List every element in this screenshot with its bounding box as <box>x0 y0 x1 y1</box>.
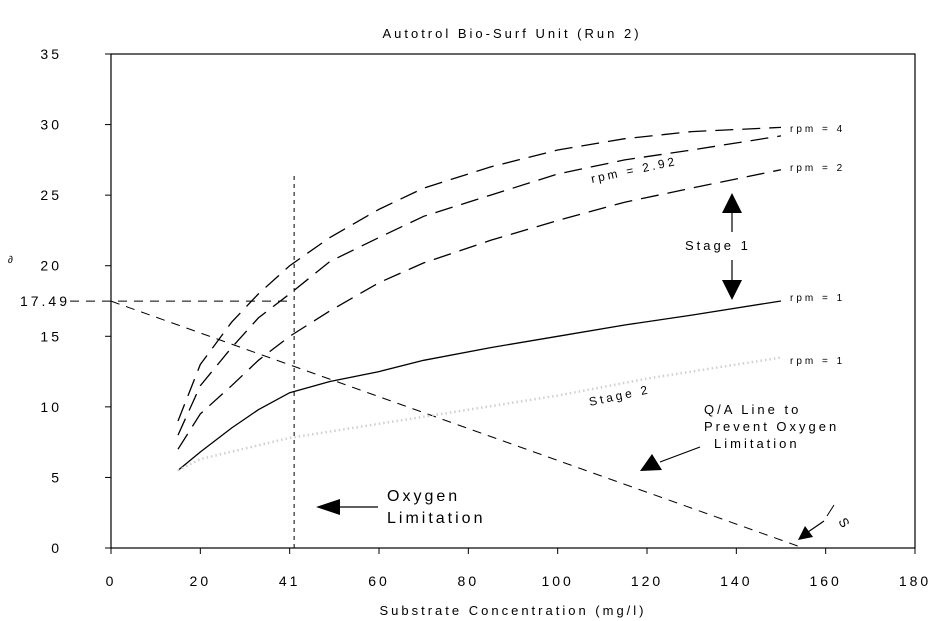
label-limitation: Limitation <box>387 510 485 527</box>
y-tick-label: 35 <box>40 46 62 62</box>
series-line-4 <box>177 356 782 472</box>
y-tick-label: 20 <box>40 258 62 274</box>
reference-line-qa-line <box>110 300 804 549</box>
y-tick-label: 5 <box>51 469 62 485</box>
series-line-0 <box>177 126 782 422</box>
label-qa-line-3: Limitation <box>714 436 800 451</box>
y-extra-tick-label: 17.49 <box>20 293 70 309</box>
reference-lines <box>70 173 804 549</box>
x-tick-label: 60 <box>368 573 390 589</box>
x-ticks: 0 20 41 60 80 100 120 140 160 180 <box>106 548 931 589</box>
s-arrow-shaft <box>807 520 825 533</box>
x-tick-label: 120 <box>631 573 663 589</box>
y-tick-label: 15 <box>40 328 62 344</box>
label-rpm-1-dotted: rpm = 1 <box>790 356 845 367</box>
x-tick-label: 80 <box>458 573 480 589</box>
series-line-1 <box>177 135 782 436</box>
label-qa-line-2: Prevent Oxygen <box>704 419 839 434</box>
x-tick-label: 100 <box>541 573 573 589</box>
series-line-2 <box>177 169 782 450</box>
y-tick-label: 30 <box>40 117 62 133</box>
label-oxygen: Oxygen <box>387 488 460 505</box>
x-tick-label: 140 <box>720 573 752 589</box>
chart-title: Autotrol Bio-Surf Unit (Run 2) <box>382 26 641 41</box>
y-axis-glyph: ∂ <box>8 255 16 266</box>
y-tick-label: 0 <box>51 540 62 556</box>
label-qa-line-1: Q/A Line to <box>704 402 801 417</box>
label-rpm-1-solid: rpm = 1 <box>790 293 845 304</box>
oxygen-arrow-icon <box>316 499 340 515</box>
label-s: S <box>835 515 854 533</box>
s-tick-mark <box>826 504 835 517</box>
qa-arrow-shaft <box>659 446 701 463</box>
y-ticks: 0 5 10 15 20 25 30 35 17.49 <box>20 46 111 556</box>
qa-arrow-icon <box>640 454 662 471</box>
label-rpm-4: rpm = 4 <box>790 124 845 135</box>
x-tick-label: 41 <box>279 573 301 589</box>
label-stage-1: Stage 1 <box>685 238 751 253</box>
x-tick-label: 180 <box>899 573 931 589</box>
stage1-arrow-up-icon <box>722 193 742 213</box>
y-tick-label: 10 <box>40 399 62 415</box>
label-rpm-2: rpm = 2 <box>790 163 845 174</box>
x-tick-label: 0 <box>106 573 117 589</box>
x-tick-label: 160 <box>809 573 841 589</box>
x-axis-label: Substrate Concentration (mg/l) <box>379 603 646 618</box>
series-line-3 <box>177 300 782 471</box>
label-stage-2: Stage 2 <box>588 382 652 409</box>
y-tick-label: 25 <box>40 187 62 203</box>
stage1-arrow-down-icon <box>722 280 742 300</box>
x-tick-label: 20 <box>190 573 212 589</box>
series-lines <box>177 126 782 472</box>
s-arrow-icon <box>798 526 813 540</box>
